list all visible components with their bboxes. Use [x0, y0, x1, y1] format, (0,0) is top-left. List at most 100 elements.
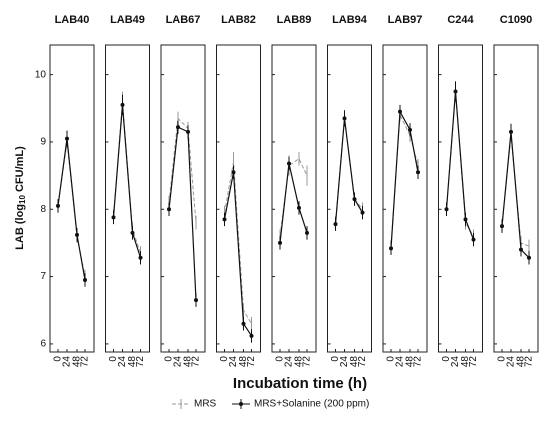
x-axis-label: Incubation time (h): [233, 375, 367, 392]
point: [65, 136, 69, 141]
legend-label: MRS: [194, 399, 217, 410]
x-tick-label: 48: [127, 356, 138, 368]
panel-title: C244: [447, 14, 474, 26]
series-line: [390, 109, 419, 249]
y-tick-label: 9: [40, 137, 46, 148]
point: [194, 298, 198, 303]
panel-frame: [160, 44, 206, 353]
point: [176, 125, 180, 130]
x-tick-label: 48: [294, 356, 305, 368]
point: [83, 277, 87, 282]
x-tick-label: 24: [339, 356, 350, 368]
y-tick-label: 8: [40, 204, 46, 215]
x-tick-label: 72: [135, 356, 146, 368]
x-tick-label: 72: [524, 356, 535, 368]
x-tick-label: 0: [164, 356, 175, 362]
point: [186, 129, 190, 134]
y-axis-label: LAB (log10 CFU/mL): [14, 146, 27, 250]
point: [389, 246, 393, 251]
panel-title: LAB97: [388, 14, 423, 26]
x-tick-label: 48: [405, 356, 416, 368]
point: [75, 232, 79, 237]
series-line: [279, 163, 308, 244]
y-tick-label: 10: [35, 69, 47, 80]
series-line: [113, 101, 141, 254]
x-tick-label: 24: [173, 356, 184, 368]
panel-frame: [271, 44, 317, 353]
point: [297, 205, 301, 210]
x-tick-label: 72: [191, 356, 202, 368]
point: [342, 116, 347, 121]
y-tick-label: 6: [40, 339, 46, 350]
point: [444, 207, 449, 212]
y-axis-label-sub: 10: [18, 195, 27, 204]
panel-frame: [49, 44, 95, 353]
x-tick-label: 24: [395, 356, 406, 368]
point: [500, 224, 504, 229]
panel-frame: [493, 44, 539, 353]
x-tick-label: 48: [460, 356, 471, 368]
x-tick-label: 24: [450, 356, 461, 368]
point: [333, 222, 338, 227]
x-tick-label: 0: [330, 356, 341, 362]
x-tick-label: 48: [516, 356, 527, 368]
x-tick-label: 48: [238, 356, 249, 368]
point: [416, 170, 420, 175]
point: [56, 203, 60, 208]
point: [278, 240, 282, 245]
point: [305, 230, 309, 235]
series-line: [57, 138, 86, 281]
x-tick-label: 48: [183, 356, 194, 368]
x-tick-label: 48: [72, 356, 83, 368]
series-line: [168, 126, 197, 301]
point: [231, 170, 236, 175]
x-tick-label: 72: [468, 356, 479, 368]
y-axis-label-part: CFU/mL): [14, 146, 26, 195]
point: [463, 217, 468, 222]
x-tick-label: 0: [275, 356, 286, 362]
x-tick-label: 24: [62, 356, 73, 368]
point: [527, 255, 531, 260]
x-tick-label: 72: [302, 356, 313, 368]
x-tick-label: 24: [284, 356, 295, 368]
panel-title: LAB82: [221, 14, 256, 26]
x-tick-label: 72: [80, 356, 91, 368]
point: [241, 321, 246, 326]
point: [471, 237, 476, 242]
x-tick-label: 24: [117, 356, 128, 368]
point: [398, 109, 402, 114]
x-tick-label: 0: [219, 356, 230, 362]
x-tick-label: 0: [497, 356, 508, 362]
series-line: [279, 158, 308, 237]
panel-title: LAB94: [332, 14, 368, 26]
panel-frame: [438, 44, 483, 353]
panel-title: LAB89: [277, 14, 312, 26]
legend-point: [239, 402, 243, 406]
point: [249, 333, 254, 338]
point: [111, 215, 116, 220]
x-tick-label: 72: [246, 356, 257, 368]
series-line: [224, 162, 252, 324]
x-tick-label: 48: [349, 356, 360, 368]
x-tick-label: 72: [357, 356, 368, 368]
point: [167, 207, 171, 212]
x-tick-label: 0: [108, 356, 119, 362]
point: [287, 161, 291, 166]
point: [130, 230, 135, 235]
panel-title: C1090: [500, 14, 532, 26]
point: [360, 210, 365, 215]
panel-frame: [382, 44, 428, 353]
panel-frame: [105, 44, 150, 353]
point: [222, 217, 227, 222]
series-line: [168, 117, 197, 223]
point: [138, 255, 143, 260]
x-tick-label: 0: [53, 356, 64, 362]
series-line: [445, 91, 475, 240]
point: [120, 102, 125, 107]
series-line: [501, 131, 530, 259]
y-tick-label: 7: [40, 271, 46, 282]
point: [453, 89, 458, 94]
panel-title: LAB40: [55, 14, 90, 26]
panel-title: LAB49: [110, 14, 145, 26]
